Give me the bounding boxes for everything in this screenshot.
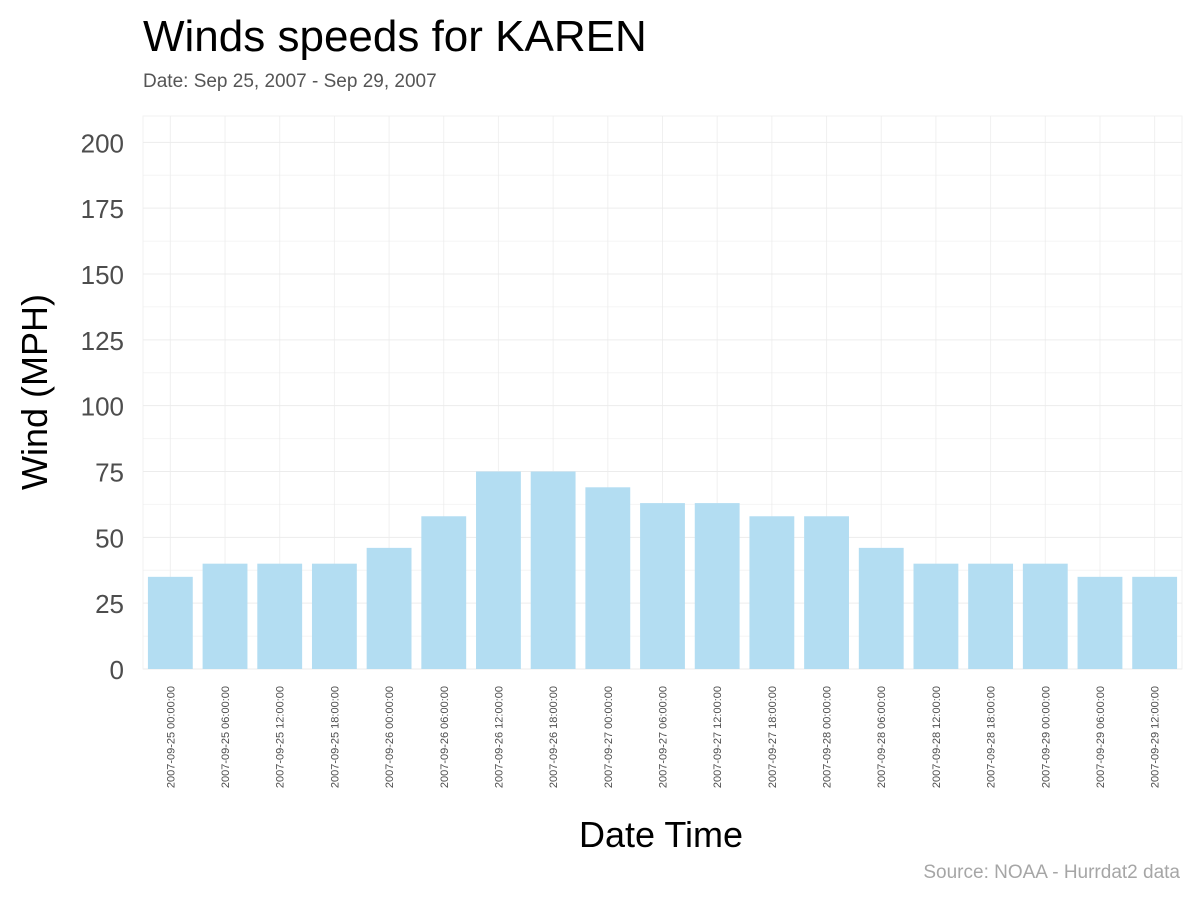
bar: [202, 563, 248, 669]
source-caption: Source: NOAA - Hurrdat2 data: [923, 862, 1180, 883]
bar: [530, 471, 576, 669]
bar: [366, 547, 412, 669]
bar: [640, 503, 685, 669]
x-tick-label: 2007-09-28 06:00:00: [876, 686, 888, 788]
x-tick-labels: 2007-09-25 00:00:00 2007-09-25 06:00:00 20…: [165, 686, 1161, 788]
bar: [804, 516, 849, 669]
x-tick-label: 2007-09-29 00:00:00: [1040, 686, 1052, 788]
x-tick-label: 2007-09-25 18:00:00: [329, 686, 341, 788]
bar: [421, 516, 467, 669]
y-tick-label: 100: [81, 392, 124, 422]
y-tick-label: 50: [95, 523, 124, 553]
x-tick-label: 2007-09-28 00:00:00: [822, 686, 834, 788]
x-axis-title: Date Time: [579, 814, 743, 855]
bar: [968, 563, 1014, 669]
x-tick-label: 2007-09-27 12:00:00: [712, 686, 724, 788]
bar: [858, 547, 904, 669]
x-tick-label: 2007-09-28 12:00:00: [931, 686, 943, 788]
y-tick-label: 200: [81, 128, 124, 158]
x-tick-label: 2007-09-29 06:00:00: [1095, 686, 1107, 788]
bar-layer: [147, 471, 1178, 669]
x-tick-label: 2007-09-27 00:00:00: [603, 686, 615, 788]
y-tick-label: 125: [81, 326, 124, 356]
bar: [1132, 576, 1178, 669]
x-tick-label: 2007-09-25 00:00:00: [165, 686, 177, 788]
x-tick-label: 2007-09-25 12:00:00: [275, 686, 287, 788]
chart-title: Winds speeds for KAREN: [143, 12, 647, 61]
bar: [1022, 563, 1068, 669]
bar: [913, 563, 959, 669]
bar: [311, 563, 357, 669]
x-tick-label: 2007-09-27 18:00:00: [767, 686, 779, 788]
x-tick-label: 2007-09-26 00:00:00: [384, 686, 396, 788]
y-tick-labels: 0 25 50 75 100 125 150 175 200: [81, 128, 124, 685]
bar: [749, 516, 795, 669]
x-tick-label: 2007-09-26 12:00:00: [493, 686, 505, 788]
x-tick-label: 2007-09-29 12:00:00: [1150, 686, 1162, 788]
x-tick-label: 2007-09-26 18:00:00: [548, 686, 560, 788]
x-tick-label: 2007-09-25 06:00:00: [220, 686, 232, 788]
bar: [257, 563, 303, 669]
bar: [1077, 576, 1123, 669]
bar: [476, 471, 521, 669]
x-tick-label: 2007-09-28 18:00:00: [986, 686, 998, 788]
y-tick-label: 25: [95, 589, 124, 619]
bar: [147, 576, 193, 669]
bar: [694, 503, 740, 669]
y-tick-label: 175: [81, 194, 124, 224]
x-tick-label: 2007-09-26 06:00:00: [439, 686, 451, 788]
x-tick-label: 2007-09-27 06:00:00: [658, 686, 670, 788]
y-tick-label: 150: [81, 260, 124, 290]
chart-subtitle: Date: Sep 25, 2007 - Sep 29, 2007: [143, 71, 437, 92]
bar: [585, 487, 631, 669]
y-tick-label: 0: [110, 655, 124, 685]
y-tick-label: 75: [95, 458, 124, 488]
y-axis-title: Wind (MPH): [14, 294, 55, 490]
